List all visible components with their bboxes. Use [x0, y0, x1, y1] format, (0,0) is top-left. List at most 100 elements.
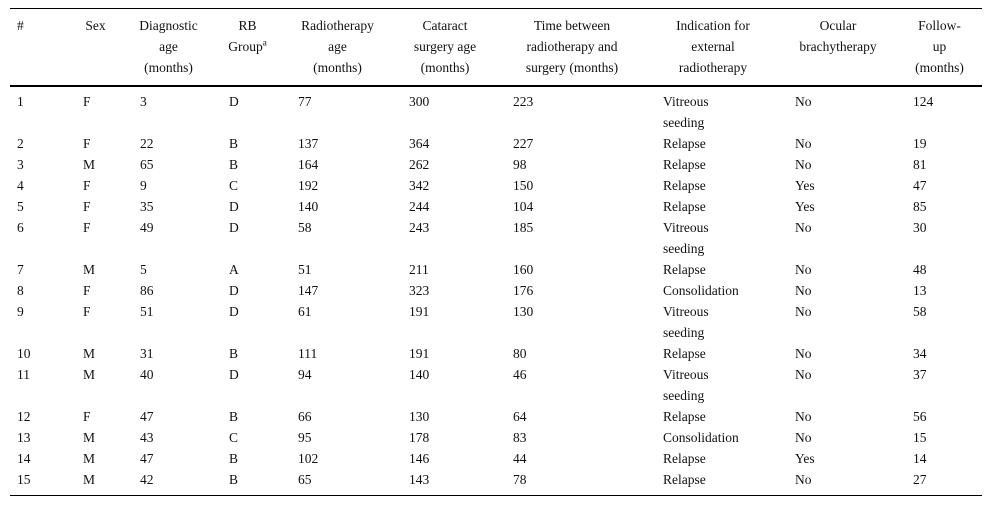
cell-ocular-brachytherapy: Yes: [795, 199, 815, 214]
cell-cataract-surgery-age: 364: [409, 136, 430, 151]
cell-follow-up: 30: [913, 220, 927, 235]
cell-time-between: 104: [513, 199, 534, 214]
cell-diagnostic-age: 31: [140, 346, 154, 361]
cell-time-between: 98: [513, 157, 527, 172]
cell-cataract-surgery-age: 211: [409, 262, 429, 277]
table-body: 1 F 3 D 77 300 223 Vitreous seeding No 1…: [10, 86, 982, 496]
cell-diagnostic-age: 86: [140, 283, 154, 298]
cell-number: 13: [17, 430, 31, 445]
cell-follow-up: 19: [913, 136, 927, 151]
table-row: 15 M 42 B 65 143 78 Relapse No 27: [10, 469, 982, 496]
cell-indication: Relapse: [663, 178, 706, 193]
cell-indication: Relapse: [663, 157, 706, 172]
cell-ocular-brachytherapy: No: [795, 346, 812, 361]
cell-indication: Relapse: [663, 472, 706, 487]
cell-indication: Relapse: [663, 346, 706, 361]
cell-number: 7: [17, 262, 24, 277]
cell-diagnostic-age: 3: [140, 94, 147, 109]
cell-diagnostic-age: 40: [140, 367, 154, 382]
table-row: 2 F 22 B 137 364 227 Relapse No 19: [10, 133, 982, 154]
cell-ocular-brachytherapy: No: [795, 220, 812, 235]
column-header-sex: Sex: [67, 8, 124, 87]
cell-number: 11: [17, 367, 30, 382]
cell-follow-up: 15: [913, 430, 927, 445]
cell-diagnostic-age: 43: [140, 430, 154, 445]
table-row: 4 F 9 C 192 342 150 Relapse Yes 47: [10, 175, 982, 196]
cell-indication: Vitreous seeding: [663, 220, 709, 256]
cell-number: 15: [17, 472, 31, 487]
cell-sex: M: [83, 430, 96, 445]
cell-radiotherapy-age: 51: [298, 262, 312, 277]
cell-cataract-surgery-age: 146: [409, 451, 430, 466]
cell-follow-up: 81: [913, 157, 927, 172]
cell-sex: F: [83, 94, 91, 109]
table-row: 5 F 35 D 140 244 104 Relapse Yes 85: [10, 196, 982, 217]
table-row: 3 M 65 B 164 262 98 Relapse No 81: [10, 154, 982, 175]
cell-sex: M: [83, 157, 96, 172]
cell-cataract-surgery-age: 323: [409, 283, 430, 298]
cell-radiotherapy-age: 140: [298, 199, 319, 214]
cell-time-between: 83: [513, 430, 527, 445]
cell-rb-group: C: [229, 178, 239, 193]
cell-diagnostic-age: 22: [140, 136, 154, 151]
cell-number: 6: [17, 220, 24, 235]
cell-number: 10: [17, 346, 31, 361]
cell-radiotherapy-age: 137: [298, 136, 319, 151]
cell-cataract-surgery-age: 342: [409, 178, 430, 193]
cell-rb-group: D: [229, 94, 239, 109]
cell-ocular-brachytherapy: No: [795, 430, 812, 445]
column-header-rb-group-label: RB Group: [228, 18, 263, 54]
cell-rb-group: B: [229, 157, 239, 172]
cell-indication: Relapse: [663, 451, 706, 466]
cell-sex: M: [83, 262, 96, 277]
cell-rb-group: C: [229, 430, 239, 445]
cell-time-between: 80: [513, 346, 527, 361]
cell-ocular-brachytherapy: Yes: [795, 451, 815, 466]
patients-table: # Sex Diagnostic age (months) RB Groupa …: [10, 8, 982, 496]
cell-cataract-surgery-age: 191: [409, 346, 430, 361]
footnote-marker-a: a: [262, 37, 267, 48]
cell-cataract-surgery-age: 262: [409, 157, 430, 172]
cell-follow-up: 37: [913, 367, 927, 382]
cell-diagnostic-age: 9: [140, 178, 147, 193]
cell-time-between: 78: [513, 472, 527, 487]
cell-time-between: 227: [513, 136, 534, 151]
cell-ocular-brachytherapy: No: [795, 472, 812, 487]
cell-ocular-brachytherapy: No: [795, 262, 812, 277]
cell-radiotherapy-age: 192: [298, 178, 319, 193]
cell-ocular-brachytherapy: No: [795, 283, 812, 298]
cell-indication: Vitreous seeding: [663, 304, 709, 340]
table-row: 9 F 51 D 61 191 130 Vitreous seeding No …: [10, 301, 982, 343]
cell-diagnostic-age: 35: [140, 199, 154, 214]
column-header-diagnostic-age: Diagnostic age (months): [124, 8, 213, 87]
cell-radiotherapy-age: 58: [298, 220, 312, 235]
cell-ocular-brachytherapy: No: [795, 136, 812, 151]
column-header-time-between: Time between radiotherapy and surgery (m…: [497, 8, 647, 87]
cell-cataract-surgery-age: 191: [409, 304, 430, 319]
cell-sex: M: [83, 472, 96, 487]
column-header-cataract-surgery-age: Cataract surgery age (months): [393, 8, 497, 87]
cell-indication: Consolidation: [663, 430, 739, 445]
cell-indication: Consolidation: [663, 283, 739, 298]
column-header-follow-up: Follow- up (months): [897, 8, 982, 87]
cell-indication: Relapse: [663, 199, 706, 214]
cell-radiotherapy-age: 102: [298, 451, 319, 466]
cell-cataract-surgery-age: 178: [409, 430, 430, 445]
cell-rb-group: D: [229, 283, 239, 298]
table-row: 8 F 86 D 147 323 176 Consolidation No 13: [10, 280, 982, 301]
table-row: 13 M 43 C 95 178 83 Consolidation No 15: [10, 427, 982, 448]
cell-indication: Relapse: [663, 262, 706, 277]
cell-rb-group: B: [229, 472, 239, 487]
cell-rb-group: D: [229, 367, 239, 382]
cell-diagnostic-age: 47: [140, 409, 154, 424]
cell-number: 2: [17, 136, 24, 151]
column-header-rb-group: RB Groupa: [213, 8, 282, 87]
cell-cataract-surgery-age: 143: [409, 472, 430, 487]
column-header-indication: Indication for external radiotherapy: [647, 8, 779, 87]
cell-cataract-surgery-age: 140: [409, 367, 430, 382]
page: # Sex Diagnostic age (months) RB Groupa …: [0, 8, 992, 511]
cell-sex: M: [83, 367, 96, 382]
table-row: 6 F 49 D 58 243 185 Vitreous seeding No …: [10, 217, 982, 259]
cell-follow-up: 47: [913, 178, 927, 193]
table-row: 7 M 5 A 51 211 160 Relapse No 48: [10, 259, 982, 280]
